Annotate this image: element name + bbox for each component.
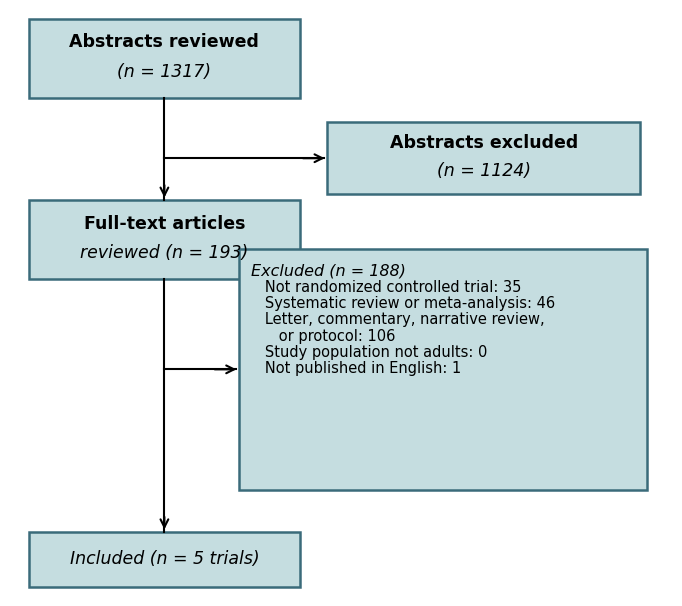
Text: or protocol: 106: or protocol: 106 <box>252 328 396 344</box>
Text: Abstracts reviewed: Abstracts reviewed <box>70 33 259 51</box>
Text: Systematic review or meta-analysis: 46: Systematic review or meta-analysis: 46 <box>252 296 555 311</box>
Text: Full-text articles: Full-text articles <box>84 215 245 233</box>
Text: Not randomized controlled trial: 35: Not randomized controlled trial: 35 <box>252 280 522 295</box>
Text: reviewed (n = 193): reviewed (n = 193) <box>80 244 248 262</box>
Text: Study population not adults: 0: Study population not adults: 0 <box>252 345 488 360</box>
FancyBboxPatch shape <box>29 532 300 587</box>
Text: Excluded (n = 188): Excluded (n = 188) <box>252 264 406 279</box>
Text: (n = 1124): (n = 1124) <box>436 162 531 181</box>
FancyBboxPatch shape <box>239 248 647 490</box>
FancyBboxPatch shape <box>29 19 300 98</box>
Text: (n = 1317): (n = 1317) <box>117 63 211 81</box>
FancyBboxPatch shape <box>327 122 640 195</box>
Text: Abstracts excluded: Abstracts excluded <box>389 134 578 152</box>
Text: Included (n = 5 trials): Included (n = 5 trials) <box>70 550 259 568</box>
Text: Letter, commentary, narrative review,: Letter, commentary, narrative review, <box>252 312 545 327</box>
FancyBboxPatch shape <box>29 201 300 279</box>
Text: Not published in English: 1: Not published in English: 1 <box>252 361 462 376</box>
